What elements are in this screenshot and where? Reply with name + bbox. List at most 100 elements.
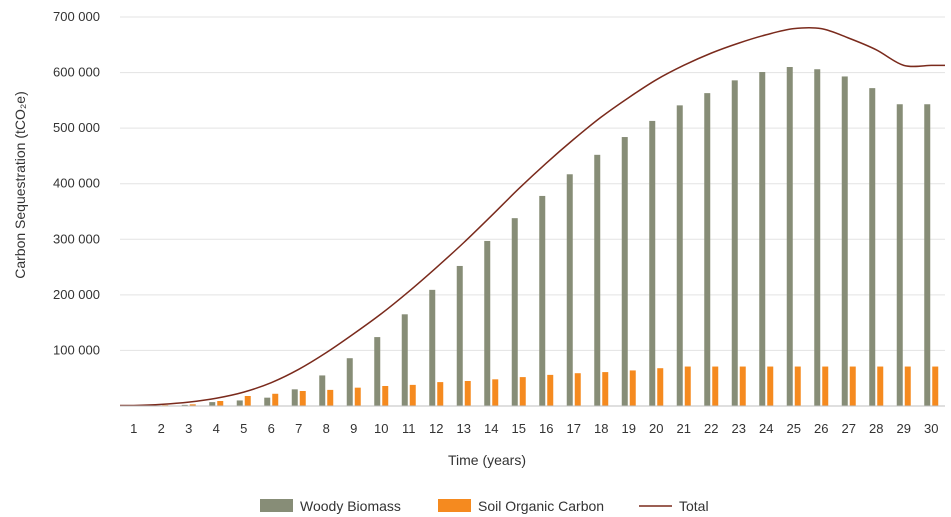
bar-woody-biomass [374,337,381,406]
x-tick-label: 29 [897,421,911,436]
bar-soil-organic-carbon [354,387,361,406]
bar-woody-biomass [924,104,931,407]
bar-soil-organic-carbon [492,379,499,406]
bar-woody-biomass [236,400,243,406]
x-tick-label: 4 [213,421,220,436]
bar-soil-organic-carbon [822,366,829,406]
y-tick-label: 200 000 [53,287,100,302]
bar-woody-biomass [869,88,876,406]
bar-soil-organic-carbon [189,404,196,406]
x-tick-label: 18 [594,421,608,436]
bar-woody-biomass [539,195,546,406]
bar-woody-biomass [319,375,326,406]
legend-swatch-soil-organic-carbon [438,499,471,512]
x-tick-label: 26 [814,421,828,436]
x-tick-label: 5 [240,421,247,436]
x-tick-label: 13 [457,421,471,436]
bar-woody-biomass [511,218,518,406]
bar-woody-biomass [264,397,271,406]
bar-soil-organic-carbon [904,366,911,406]
bar-soil-organic-carbon [794,366,801,406]
bar-woody-biomass [484,240,491,406]
bar-soil-organic-carbon [519,377,526,406]
bar-soil-organic-carbon [602,372,609,406]
bar-woody-biomass [346,358,353,406]
bar-soil-organic-carbon [464,380,471,406]
total-line-layer [119,26,945,407]
bar-woody-biomass [896,104,903,407]
y-tick-label: 100 000 [53,342,100,357]
x-tick-label: 11 [402,421,416,436]
x-tick-label: 27 [842,421,856,436]
bar-soil-organic-carbon [932,366,939,406]
bars [126,67,939,407]
bar-woody-biomass [594,154,601,406]
bar-woody-biomass [181,404,188,406]
x-tick-label: 9 [350,421,357,436]
x-tick-label: 1 [130,421,137,436]
bar-soil-organic-carbon [849,366,856,406]
bar-soil-organic-carbon [574,373,581,406]
bar-woody-biomass [759,72,766,406]
x-tick-label: 23 [732,421,746,436]
y-tick-label: 700 000 [53,9,100,24]
bar-woody-biomass [429,289,436,406]
legend: Woody Biomass Soil Organic Carbon Total [260,498,709,514]
x-tick-label: 30 [924,421,938,436]
bar-soil-organic-carbon [437,382,444,406]
x-tick-label: 28 [869,421,883,436]
x-tick-label: 24 [759,421,773,436]
bar-woody-biomass [841,76,848,406]
x-tick-label: 20 [649,421,663,436]
legend-label-total: Total [679,498,709,514]
x-tick-label: 2 [158,421,165,436]
x-tick-label: 3 [185,421,192,436]
x-tick-label: 8 [323,421,330,436]
bar-woody-biomass [704,93,711,406]
bar-soil-organic-carbon [409,384,416,406]
bar-woody-biomass [676,105,683,406]
bar-soil-organic-carbon [684,366,691,406]
bar-woody-biomass [401,314,408,406]
bar-soil-organic-carbon [382,385,389,406]
bar-soil-organic-carbon [629,370,636,406]
bar-soil-organic-carbon [767,366,774,406]
bar-woody-biomass [566,174,573,406]
bar-woody-biomass [291,389,298,406]
bar-soil-organic-carbon [327,389,334,406]
x-axis-title: Time (years) [448,452,526,468]
x-tick-label: 15 [512,421,526,436]
bar-woody-biomass [786,67,793,406]
y-tick-label: 300 000 [53,231,100,246]
x-tick-label: 10 [374,421,388,436]
legend-swatch-woody-biomass [260,499,293,512]
bar-woody-biomass [456,265,463,406]
bar-woody-biomass [621,137,628,406]
bar-soil-organic-carbon [877,366,884,406]
x-tick-label: 17 [567,421,581,436]
x-tick-label: 25 [787,421,801,436]
bar-woody-biomass [209,402,216,406]
gridlines [120,16,945,351]
bar-soil-organic-carbon [217,400,224,406]
bar-soil-organic-carbon [739,366,746,406]
x-tick-label: 21 [677,421,691,436]
bar-woody-biomass [649,120,656,406]
y-axis-ticks: 100 000 200 000 300 000 400 000 500 000 600 0… [53,9,100,357]
bar-soil-organic-carbon [244,395,251,406]
y-tick-label: 500 000 [53,120,100,135]
y-tick-label: 600 000 [53,65,100,80]
bar-woody-biomass [814,69,821,406]
bar-soil-organic-carbon [657,368,664,406]
x-axis-ticks: 1 2 3 4 5 6 7 8 9 10 11 12 13 14 15 16 17 18 19 20 21 22 23 24 2… [130,421,938,436]
x-tick-label: 16 [539,421,553,436]
x-tick-label: 7 [295,421,302,436]
x-tick-label: 19 [622,421,636,436]
legend-label-woody-biomass: Woody Biomass [300,498,401,514]
x-tick-label: 12 [429,421,443,436]
bar-soil-organic-carbon [712,366,719,406]
y-axis-title: Carbon Sequestration (tCO₂e) [12,91,28,279]
bar-soil-organic-carbon [547,374,554,406]
x-tick-label: 14 [484,421,498,436]
